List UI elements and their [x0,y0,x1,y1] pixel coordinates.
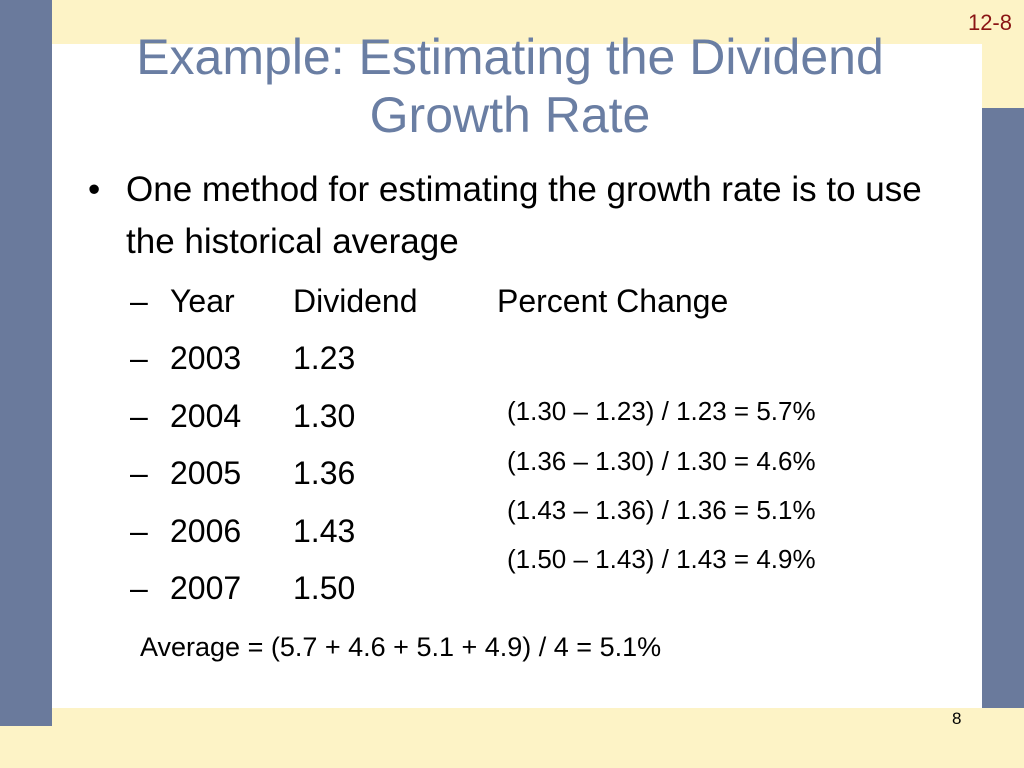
dividend-cell: 1.30 [293,398,356,434]
bottom-band [52,708,998,768]
dash: – [130,340,148,376]
header-year: Year [170,283,235,319]
slide-code: 12-8 [967,10,1012,35]
dividend-cell: 1.43 [293,513,356,549]
top-right-band [982,0,1024,108]
dividend-cell: 1.23 [293,340,356,376]
right-bar [982,108,1024,708]
dash: – [130,570,148,606]
slide-panel [52,44,982,708]
bullet-dot: • [88,170,101,209]
bottom-left-band [0,726,52,768]
average-formula: Average = (5.7 + 4.6 + 5.1 + 4.9) / 4 = … [140,632,662,662]
slide-title: Example: Estimating the Dividend Growth … [136,29,884,143]
year-cell: 2003 [170,340,242,376]
calculation-line: (1.36 – 1.30) / 1.30 = 4.6% [507,446,816,476]
calculation-line: (1.43 – 1.36) / 1.36 = 5.1% [507,495,816,525]
dividend-cell: 1.50 [293,570,356,606]
year-cell: 2006 [170,513,242,549]
year-cell: 2007 [170,570,242,606]
top-band [34,0,982,44]
dash: – [130,513,148,549]
dash: – [130,283,148,319]
year-cell: 2005 [170,455,242,491]
bullet-text: One method for estimating the growth rat… [126,170,922,261]
calculation-line: (1.30 – 1.23) / 1.23 = 5.7% [507,396,816,426]
header-dividend: Dividend [293,283,418,319]
dividend-cell: 1.36 [293,455,356,491]
page-number: 8 [952,709,962,728]
left-bar [0,0,52,726]
dash: – [130,455,148,491]
dash: – [130,398,148,434]
calculation-line: (1.50 – 1.43) / 1.43 = 4.9% [507,544,816,574]
year-cell: 2004 [170,398,242,434]
bottom-right-band [998,708,1024,768]
header-percent-change: Percent Change [497,283,729,319]
